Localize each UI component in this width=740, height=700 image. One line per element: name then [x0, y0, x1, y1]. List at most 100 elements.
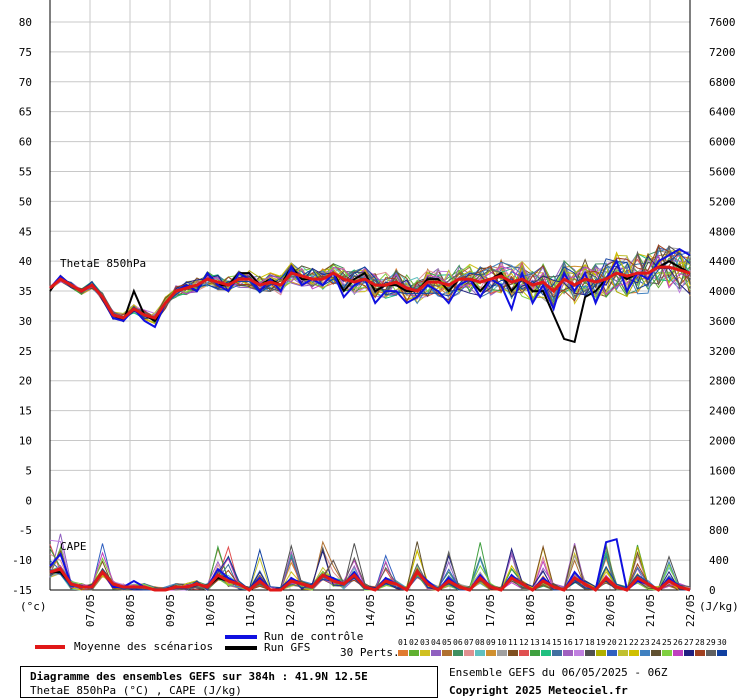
- perturbation-swatch: [464, 650, 474, 656]
- perturbation-number: 11: [508, 638, 518, 647]
- x-tick-label: 09/05: [164, 594, 177, 627]
- control-legend-label: Run de contrôle: [264, 630, 364, 643]
- cape-panel-label: CAPE: [60, 540, 87, 553]
- right-axis-ticks: 7600720068006400600056005200480044004000…: [709, 16, 736, 597]
- perturbation-swatch: [717, 650, 727, 656]
- perturbation-number: 18: [585, 638, 595, 647]
- right-tick-label: 800: [709, 524, 729, 537]
- perturbation-number: 21: [618, 638, 628, 647]
- perturbation-swatch: [431, 650, 441, 656]
- right-tick-label: 4400: [709, 255, 736, 268]
- left-tick-label: -5: [19, 524, 32, 537]
- perturbation-number: 23: [640, 638, 650, 647]
- perturbation-swatch: [596, 650, 606, 656]
- x-tick-label: 13/05: [324, 594, 337, 627]
- perturbation-swatch: [640, 650, 650, 656]
- x-tick-label: 12/05: [284, 594, 297, 627]
- thetae-panel-label: ThetaE 850hPa: [60, 257, 146, 270]
- copyright: Copyright 2025 Meteociel.fr: [449, 684, 628, 697]
- perturbation-number: 29: [706, 638, 716, 647]
- perturbation-number: 03: [420, 638, 430, 647]
- perturbation-swatch: [662, 650, 672, 656]
- perturbation-swatch: [409, 650, 419, 656]
- left-tick-label: 65: [19, 106, 32, 119]
- left-tick-label: 35: [19, 285, 32, 298]
- perturbation-swatch: [497, 650, 507, 656]
- right-tick-label: 1200: [709, 494, 736, 507]
- perturbation-number: 26: [673, 638, 683, 647]
- chart-title: Diagramme des ensembles GEFS sur 384h : …: [30, 670, 368, 683]
- right-tick-label: 7200: [709, 46, 736, 59]
- right-tick-label: 2800: [709, 375, 736, 388]
- perts-label: 30 Perts.: [340, 646, 400, 659]
- perturbation-number: 04: [431, 638, 441, 647]
- perturbation-swatch: [530, 650, 540, 656]
- perturbation-swatch: [442, 650, 452, 656]
- perturbation-number: 25: [662, 638, 672, 647]
- perturbation-number: 30: [717, 638, 727, 647]
- perturbation-swatch: [519, 650, 529, 656]
- mean-legend-swatch: [35, 645, 65, 649]
- cape-mean-line: [49, 567, 691, 593]
- perturbation-swatch: [475, 650, 485, 656]
- left-tick-label: 80: [19, 16, 32, 29]
- right-tick-label: 1600: [709, 464, 736, 477]
- thetae-control-line: [49, 248, 691, 329]
- thetae-mean-line: [49, 265, 691, 320]
- perturbation-swatch: [453, 650, 463, 656]
- chart-grid: [49, 0, 691, 591]
- left-tick-label: 75: [19, 46, 32, 59]
- right-tick-label: 400: [709, 554, 729, 567]
- right-tick-label: 2000: [709, 435, 736, 448]
- left-tick-label: 25: [19, 345, 32, 358]
- x-tick-label: 18/05: [524, 594, 537, 627]
- perturbation-swatch: [618, 650, 628, 656]
- main-series: [49, 248, 691, 593]
- left-tick-label: 40: [19, 255, 32, 268]
- perturbation-swatch: [541, 650, 551, 656]
- left-tick-label: 70: [19, 76, 32, 89]
- left-tick-label: 60: [19, 136, 32, 149]
- x-tick-label: 19/05: [564, 594, 577, 627]
- perturbation-swatch: [552, 650, 562, 656]
- perturbation-number: 24: [651, 638, 661, 647]
- perturbation-swatch: [585, 650, 595, 656]
- left-tick-label: 45: [19, 225, 32, 238]
- left-axis-unit: (°c): [20, 600, 47, 613]
- perturbation-swatch: [563, 650, 573, 656]
- left-tick-label: 10: [19, 435, 32, 448]
- control-legend-swatch: [225, 635, 257, 639]
- right-axis-unit: (J/kg): [699, 600, 739, 613]
- perturbation-number: 27: [684, 638, 694, 647]
- perturbation-swatch: [398, 650, 408, 656]
- perturbation-swatch: [695, 650, 705, 656]
- perturbation-number: 12: [519, 638, 529, 647]
- left-tick-label: 0: [25, 494, 32, 507]
- right-tick-label: 5600: [709, 165, 736, 178]
- run-info: Ensemble GEFS du 06/05/2025 - 06Z: [449, 666, 668, 679]
- right-tick-label: 6400: [709, 106, 736, 119]
- perturbation-number: 10: [497, 638, 507, 647]
- x-tick-label: 17/05: [484, 594, 497, 627]
- perturbation-number: 15: [552, 638, 562, 647]
- left-tick-label: 30: [19, 315, 32, 328]
- x-tick-label: 22/05: [684, 594, 697, 627]
- x-tick-label: 08/05: [124, 594, 137, 627]
- perturbation-number: 02: [409, 638, 419, 647]
- mean-legend-label: Moyenne des scénarios: [74, 640, 214, 653]
- right-tick-label: 2400: [709, 405, 736, 418]
- perturbation-swatch: [574, 650, 584, 656]
- perturbation-number: 07: [464, 638, 474, 647]
- left-tick-label: 20: [19, 375, 32, 388]
- perturbation-number: 09: [486, 638, 496, 647]
- right-tick-label: 3600: [709, 315, 736, 328]
- right-tick-label: 6000: [709, 136, 736, 149]
- perturbation-swatch: [508, 650, 518, 656]
- perturbation-swatch: [651, 650, 661, 656]
- title-box: Diagramme des ensembles GEFS sur 384h : …: [20, 666, 438, 698]
- right-tick-label: 0: [709, 584, 716, 597]
- x-tick-label: 20/05: [604, 594, 617, 627]
- right-tick-label: 6800: [709, 76, 736, 89]
- perturbation-number: 14: [541, 638, 551, 647]
